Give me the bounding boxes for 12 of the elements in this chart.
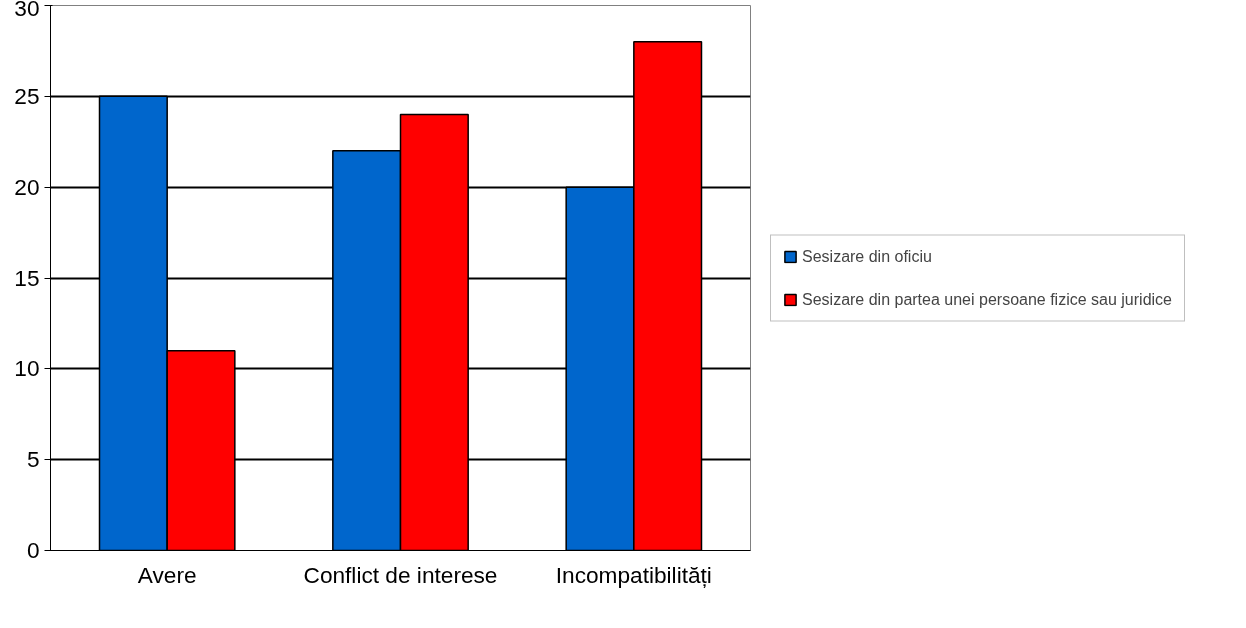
x-tick-label: Incompatibilități <box>555 561 712 588</box>
y-tick-label: 30 <box>14 0 40 21</box>
x-tick-label: Conflict de interese <box>303 561 498 588</box>
y-tick-label: 20 <box>14 173 40 200</box>
legend-label: Sesizare din oficiu <box>802 247 932 265</box>
y-tick-label: 15 <box>14 264 40 291</box>
y-tick-label: 0 <box>26 537 40 563</box>
y-tick-label: 10 <box>14 355 40 382</box>
legend-label: Sesizare din partea unei persoane fizice sau juridice <box>802 290 1172 308</box>
y-tick-label: 25 <box>14 82 40 109</box>
y-tick-label: 5 <box>26 446 40 473</box>
x-tick-label: Avere <box>137 561 197 588</box>
